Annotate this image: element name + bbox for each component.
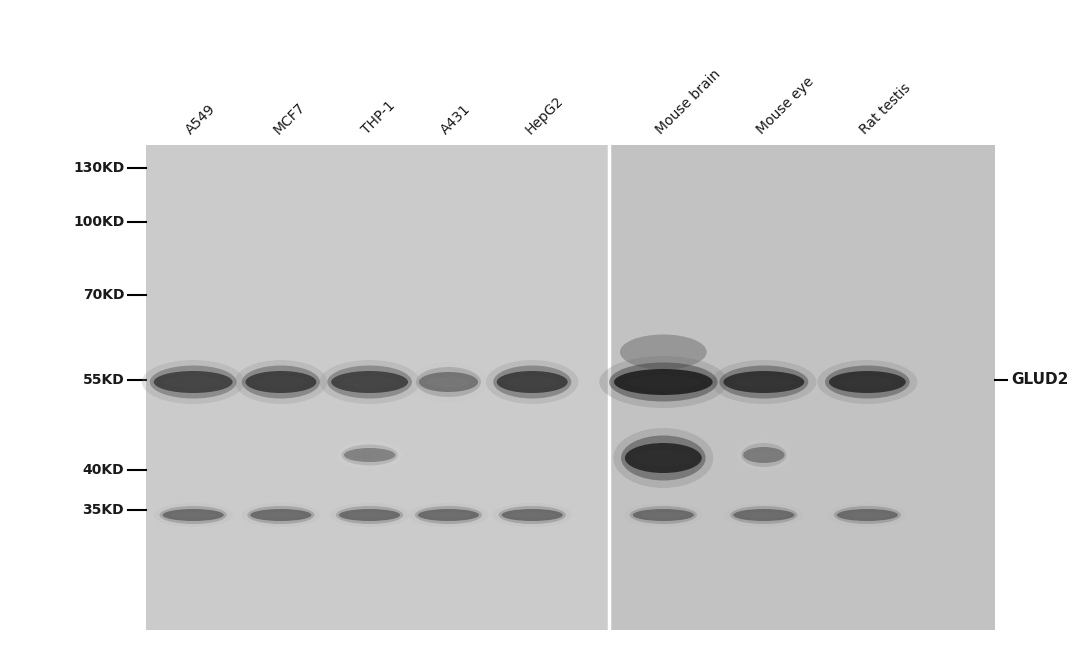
Ellipse shape bbox=[818, 360, 917, 404]
Ellipse shape bbox=[741, 512, 786, 518]
Text: 55KD: 55KD bbox=[82, 373, 124, 387]
Ellipse shape bbox=[245, 371, 316, 393]
Text: 40KD: 40KD bbox=[82, 463, 124, 477]
Ellipse shape bbox=[838, 376, 896, 388]
Ellipse shape bbox=[339, 509, 401, 521]
Ellipse shape bbox=[320, 360, 420, 404]
Text: 100KD: 100KD bbox=[73, 215, 124, 229]
Ellipse shape bbox=[825, 365, 909, 399]
Ellipse shape bbox=[719, 365, 808, 399]
Ellipse shape bbox=[153, 371, 232, 393]
Text: Mouse eye: Mouse eye bbox=[754, 74, 816, 137]
Ellipse shape bbox=[724, 503, 804, 527]
Ellipse shape bbox=[724, 371, 805, 393]
Ellipse shape bbox=[743, 447, 784, 463]
Ellipse shape bbox=[486, 360, 579, 404]
Ellipse shape bbox=[494, 365, 571, 399]
Ellipse shape bbox=[341, 445, 397, 466]
Bar bbox=[146, 145, 609, 630]
Ellipse shape bbox=[258, 512, 303, 518]
Ellipse shape bbox=[510, 512, 555, 518]
Ellipse shape bbox=[733, 509, 795, 521]
Ellipse shape bbox=[410, 362, 487, 402]
Ellipse shape bbox=[247, 506, 314, 524]
Text: Rat testis: Rat testis bbox=[858, 81, 914, 137]
Ellipse shape bbox=[827, 503, 907, 527]
Ellipse shape bbox=[150, 365, 237, 399]
Ellipse shape bbox=[492, 503, 572, 527]
Text: A549: A549 bbox=[184, 102, 218, 137]
Ellipse shape bbox=[336, 506, 403, 524]
Ellipse shape bbox=[630, 506, 697, 524]
Ellipse shape bbox=[341, 376, 399, 388]
Ellipse shape bbox=[242, 365, 320, 399]
Ellipse shape bbox=[845, 512, 890, 518]
Ellipse shape bbox=[837, 509, 897, 521]
Ellipse shape bbox=[599, 356, 728, 408]
Ellipse shape bbox=[153, 503, 233, 527]
Ellipse shape bbox=[327, 365, 411, 399]
Ellipse shape bbox=[834, 506, 901, 524]
Ellipse shape bbox=[640, 512, 686, 518]
Ellipse shape bbox=[426, 512, 471, 518]
Ellipse shape bbox=[160, 506, 227, 524]
Text: GLUD2: GLUD2 bbox=[1011, 373, 1068, 388]
Ellipse shape bbox=[163, 376, 222, 388]
Ellipse shape bbox=[254, 376, 308, 388]
Ellipse shape bbox=[634, 450, 692, 466]
Text: A431: A431 bbox=[438, 102, 474, 137]
Ellipse shape bbox=[350, 451, 389, 459]
Ellipse shape bbox=[497, 371, 568, 393]
Ellipse shape bbox=[633, 509, 693, 521]
Ellipse shape bbox=[730, 506, 797, 524]
Ellipse shape bbox=[625, 443, 702, 473]
Ellipse shape bbox=[241, 503, 321, 527]
Ellipse shape bbox=[626, 375, 700, 389]
Ellipse shape bbox=[733, 376, 794, 388]
Text: Mouse brain: Mouse brain bbox=[653, 67, 724, 137]
Ellipse shape bbox=[408, 503, 488, 527]
Ellipse shape bbox=[741, 443, 786, 467]
Ellipse shape bbox=[502, 509, 563, 521]
Bar bbox=[609, 145, 996, 630]
Ellipse shape bbox=[347, 512, 392, 518]
Ellipse shape bbox=[505, 376, 558, 388]
Ellipse shape bbox=[737, 439, 791, 471]
Text: 130KD: 130KD bbox=[73, 161, 124, 175]
Ellipse shape bbox=[415, 506, 482, 524]
Ellipse shape bbox=[332, 371, 408, 393]
Ellipse shape bbox=[171, 512, 216, 518]
Ellipse shape bbox=[418, 509, 480, 521]
Ellipse shape bbox=[329, 503, 409, 527]
Text: 35KD: 35KD bbox=[82, 503, 124, 517]
Ellipse shape bbox=[615, 369, 713, 395]
Text: THP-1: THP-1 bbox=[360, 99, 399, 137]
Ellipse shape bbox=[251, 509, 311, 521]
Ellipse shape bbox=[416, 367, 481, 397]
Ellipse shape bbox=[623, 503, 703, 527]
Ellipse shape bbox=[613, 428, 713, 488]
Ellipse shape bbox=[609, 363, 717, 401]
Ellipse shape bbox=[141, 360, 244, 404]
Ellipse shape bbox=[419, 372, 478, 392]
Ellipse shape bbox=[336, 441, 403, 469]
Ellipse shape bbox=[712, 360, 816, 404]
Ellipse shape bbox=[163, 509, 224, 521]
Ellipse shape bbox=[499, 506, 566, 524]
Text: HepG2: HepG2 bbox=[523, 94, 566, 137]
Text: 70KD: 70KD bbox=[83, 288, 124, 302]
Ellipse shape bbox=[748, 451, 780, 459]
Ellipse shape bbox=[829, 371, 906, 393]
Ellipse shape bbox=[620, 334, 706, 369]
Ellipse shape bbox=[427, 376, 471, 388]
Ellipse shape bbox=[234, 360, 327, 404]
Ellipse shape bbox=[621, 436, 705, 480]
Text: MCF7: MCF7 bbox=[271, 100, 308, 137]
Ellipse shape bbox=[345, 448, 395, 462]
